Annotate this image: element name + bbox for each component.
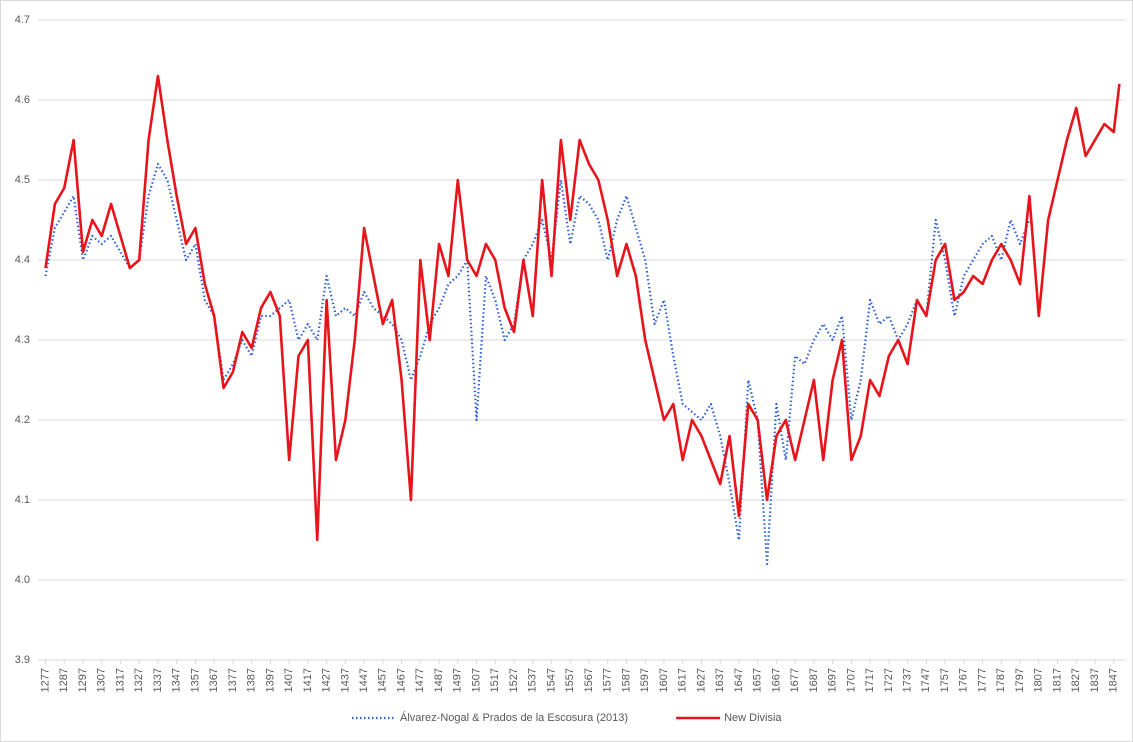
x-tick-label: 1277: [39, 668, 51, 692]
x-tick-label: 1527: [508, 668, 520, 692]
x-tick-label: 1597: [639, 668, 651, 692]
x-tick-label: 1587: [620, 668, 632, 692]
x-tick-label: 1627: [695, 668, 707, 692]
series-line: [44, 162, 1031, 566]
x-tick-label: 1397: [264, 668, 276, 692]
x-tick-label: 1777: [976, 668, 988, 692]
x-tick-label: 1577: [602, 668, 614, 692]
x-tick-label: 1427: [321, 668, 333, 692]
x-tick-label: 1787: [995, 668, 1007, 692]
x-tick-label: 1747: [920, 668, 932, 692]
y-tick-label: 4.0: [15, 574, 30, 586]
legend-label: Álvarez-Nogal & Prados de la Escosura (2…: [400, 711, 628, 724]
y-tick-label: 3.9: [15, 654, 30, 666]
x-tick-label: 1847: [1108, 668, 1120, 692]
x-tick-label: 1387: [246, 668, 258, 692]
x-tick-label: 1467: [395, 668, 407, 692]
x-tick-label: 1717: [864, 668, 876, 692]
x-tick-label: 1507: [470, 668, 482, 692]
x-tick-label: 1547: [545, 668, 557, 692]
x-tick-label: 1447: [358, 668, 370, 692]
x-tick-label: 1727: [883, 668, 895, 692]
x-tick-label: 1297: [77, 668, 89, 692]
x-tick-label: 1437: [339, 668, 351, 692]
x-tick-label: 1637: [714, 668, 726, 692]
x-tick-label: 1497: [452, 668, 464, 692]
x-tick-label: 1407: [283, 668, 295, 692]
x-tick-label: 1757: [939, 668, 951, 692]
series-line: [44, 74, 1121, 542]
y-tick-label: 4.1: [15, 494, 30, 506]
y-tick-label: 4.5: [15, 174, 30, 186]
x-tick-label: 1707: [845, 668, 857, 692]
x-tick-label: 1567: [583, 668, 595, 692]
x-tick-label: 1797: [1014, 668, 1026, 692]
x-tick-label: 1807: [1033, 668, 1045, 692]
x-tick-label: 1827: [1070, 668, 1082, 692]
x-tick-label: 1337: [152, 668, 164, 692]
x-tick-label: 1487: [433, 668, 445, 692]
x-tick-label: 1377: [227, 668, 239, 692]
x-tick-label: 1327: [133, 668, 145, 692]
x-tick-label: 1557: [564, 668, 576, 692]
x-tick-label: 1317: [114, 668, 126, 692]
x-tick-label: 1697: [827, 668, 839, 692]
x-tick-label: 1477: [414, 668, 426, 692]
x-tick-label: 1817: [1051, 668, 1063, 692]
x-tick-label: 1537: [527, 668, 539, 692]
x-tick-label: 1287: [58, 668, 70, 692]
x-tick-label: 1837: [1089, 668, 1101, 692]
x-tick-label: 1367: [208, 668, 220, 692]
x-tick-label: 1417: [302, 668, 314, 692]
x-tick-label: 1667: [770, 668, 782, 692]
y-tick-label: 4.6: [15, 94, 30, 106]
x-tick-label: 1687: [808, 668, 820, 692]
x-tick-label: 1517: [489, 668, 501, 692]
x-tick-label: 1607: [658, 668, 670, 692]
y-tick-label: 4.2: [15, 414, 30, 426]
legend-label: New Divisia: [724, 712, 782, 724]
x-tick-label: 1457: [377, 668, 389, 692]
x-tick-label: 1737: [902, 668, 914, 692]
x-tick-label: 1307: [96, 668, 108, 692]
x-tick-label: 1347: [171, 668, 183, 692]
y-tick-label: 4.4: [15, 254, 30, 266]
y-tick-label: 4.7: [15, 14, 30, 26]
x-tick-label: 1357: [189, 668, 201, 692]
y-tick-label: 4.3: [15, 334, 30, 346]
x-tick-label: 1677: [789, 668, 801, 692]
x-tick-label: 1617: [677, 668, 689, 692]
x-tick-label: 1767: [958, 668, 970, 692]
x-tick-label: 1657: [752, 668, 764, 692]
x-tick-label: 1647: [733, 668, 745, 692]
